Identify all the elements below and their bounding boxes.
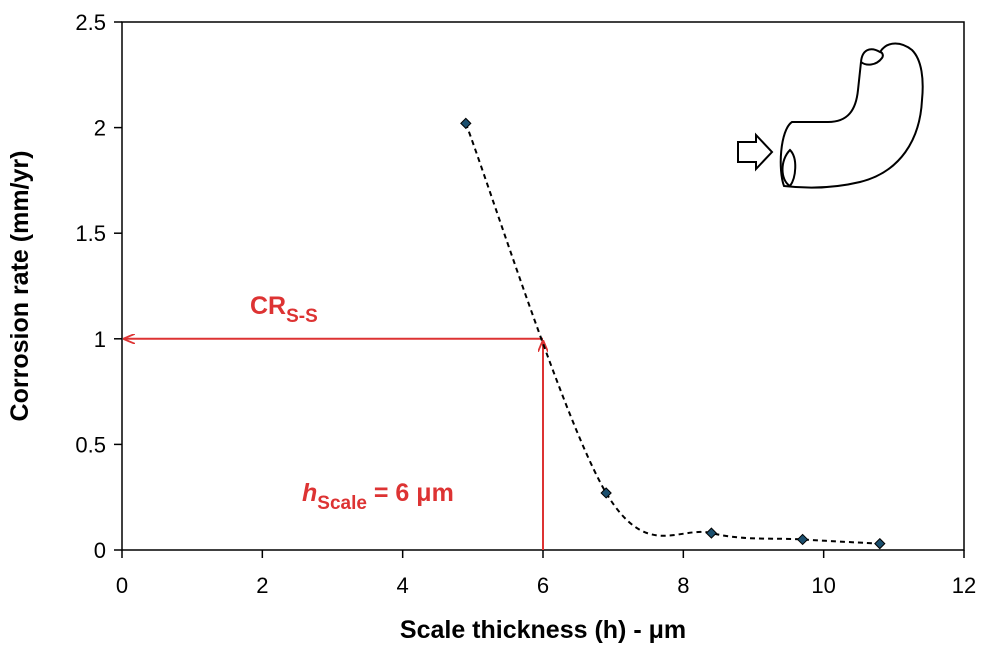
x-tick-label: 8 <box>677 573 689 598</box>
series-points <box>460 117 886 550</box>
x-tick-label: 10 <box>811 573 835 598</box>
data-point-diamond <box>874 537 886 550</box>
h-scale-label-subscript: Scale <box>317 493 367 514</box>
x-tick-label: 2 <box>256 573 268 598</box>
y-axis-title: Corrosion rate (mm/yr) <box>6 151 34 422</box>
data-point-diamond <box>460 117 472 130</box>
y-tick-label: 0 <box>94 538 106 563</box>
h-scale-label-italic: h <box>302 479 317 507</box>
x-tick-label: 0 <box>116 573 128 598</box>
x-tick-labels: 0 2 4 6 8 10 12 <box>116 573 976 598</box>
y-tick-label: 1 <box>94 327 106 352</box>
y-tick-labels: 0 0.5 1 1.5 2 2.5 <box>75 10 106 563</box>
h-scale-label-rest: = 6 μm <box>367 479 454 507</box>
axis-ticks <box>114 21 965 558</box>
pipe-elbow-flow-icon <box>737 42 924 189</box>
cr-ss-label-main: CR <box>250 292 286 320</box>
x-axis-title: Scale thickness (h) - μm <box>400 616 686 644</box>
h-scale-label: hScale = 6 μm <box>302 479 454 514</box>
y-tick-label: 2 <box>94 116 106 141</box>
x-tick-label: 4 <box>397 573 409 598</box>
data-point-diamond <box>600 487 612 499</box>
series-trend-line <box>464 123 880 545</box>
cr-ss-label-subscript: S-S <box>286 306 318 327</box>
y-tick-label: 1.5 <box>75 221 106 246</box>
data-point-diamond <box>705 527 718 539</box>
y-tick-label: 2.5 <box>75 10 106 35</box>
data-point-diamond <box>796 533 809 546</box>
x-tick-label: 12 <box>952 573 976 598</box>
cr-ss-label: CRS-S <box>250 292 318 327</box>
annotation-lines <box>124 339 543 550</box>
x-tick-label: 6 <box>537 573 549 598</box>
y-tick-label: 0.5 <box>75 432 106 457</box>
